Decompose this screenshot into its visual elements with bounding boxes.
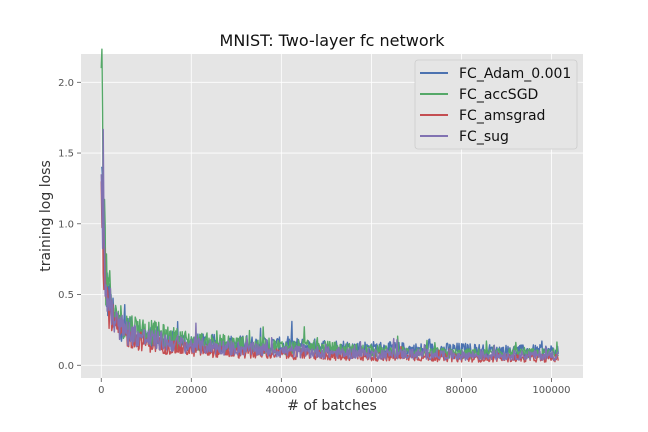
y-tick-label: 0.5 (58, 290, 74, 301)
y-tick-label: 2.0 (58, 78, 74, 89)
legend-label: FC_amsgrad (459, 108, 545, 124)
legend-frame (414, 59, 578, 150)
x-tick-label: 100000 (532, 385, 570, 396)
y-tick-label: 1.5 (58, 149, 74, 160)
legend-label: FC_Adam_0.001 (459, 66, 571, 82)
x-tick-label: 0 (98, 385, 104, 396)
x-tick-label: 80000 (446, 385, 478, 396)
x-axis-label: # of batches (287, 398, 377, 414)
legend: FC_Adam_0.001 FC_accSGD FC_amsgrad FC_sug (414, 59, 578, 150)
x-axis-ticks: 0 20000 40000 60000 80000 100000 (98, 378, 571, 396)
chart-title: MNIST: Two-layer fc network (220, 31, 446, 50)
legend-label: FC_sug (459, 129, 509, 145)
series-layer (100, 48, 559, 363)
x-tick-label: 20000 (175, 385, 207, 396)
x-tick-label: 60000 (355, 385, 387, 396)
series-line-FC_sug (100, 128, 559, 361)
y-axis-label: training log loss (38, 160, 54, 272)
y-tick-label: 0.0 (58, 361, 74, 372)
y-tick-label: 1.0 (58, 219, 74, 230)
y-axis-ticks: 0.0 0.5 1.0 1.5 2.0 (58, 78, 81, 372)
x-tick-label: 40000 (265, 385, 297, 396)
legend-label: FC_accSGD (459, 87, 538, 103)
